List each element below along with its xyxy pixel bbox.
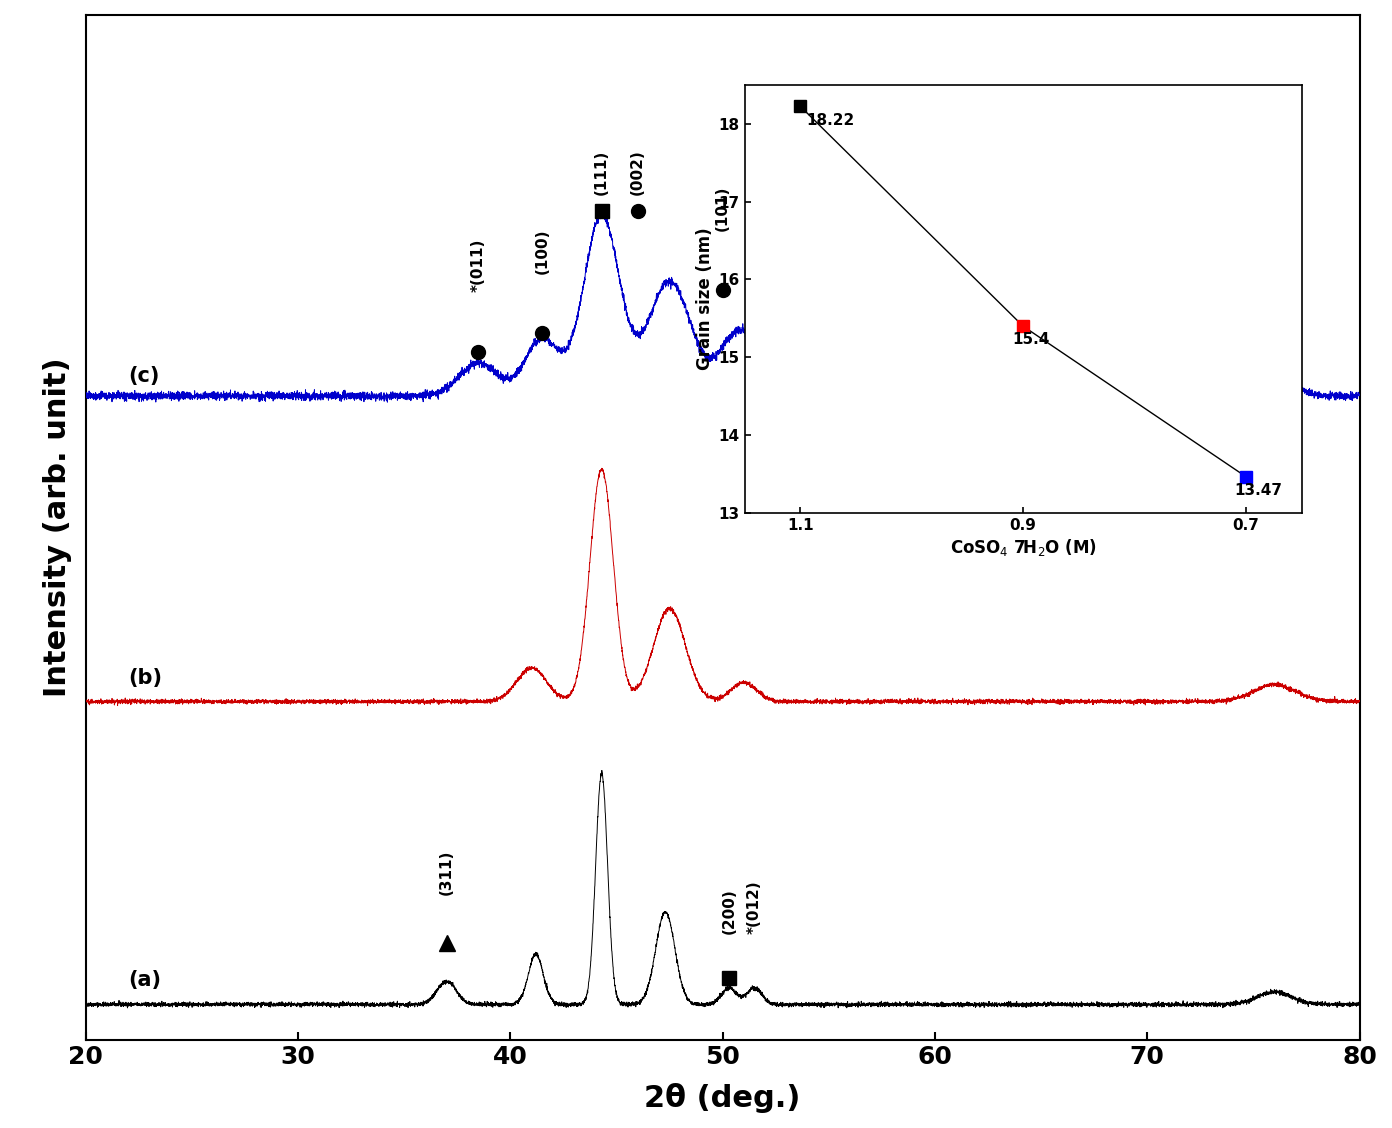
Text: (c): (c): [128, 365, 160, 386]
Text: (311): (311): [438, 849, 454, 895]
Text: 13.47: 13.47: [1235, 483, 1282, 497]
Text: 18.22: 18.22: [806, 113, 855, 127]
Text: (200): (200): [721, 889, 736, 934]
Text: (b): (b): [128, 668, 163, 688]
Text: *(012): *(012): [748, 881, 761, 934]
X-axis label: 2θ (deg.): 2θ (deg.): [644, 1083, 800, 1113]
Text: (101): (101): [715, 185, 731, 231]
X-axis label: CoSO$_4$ 7H$_2$O (M): CoSO$_4$ 7H$_2$O (M): [949, 537, 1097, 558]
Y-axis label: Intensity (arb. unit): Intensity (arb. unit): [43, 358, 72, 697]
Y-axis label: Grain size (nm): Grain size (nm): [696, 228, 714, 370]
Text: *(011): *(011): [470, 239, 486, 292]
Text: (220)(110): (220)(110): [998, 363, 1090, 379]
Text: (100): (100): [535, 229, 550, 274]
Text: 15.4: 15.4: [1012, 333, 1050, 347]
Text: (002): (002): [631, 150, 646, 195]
Text: (111): (111): [594, 150, 610, 195]
Text: (a): (a): [128, 970, 161, 990]
